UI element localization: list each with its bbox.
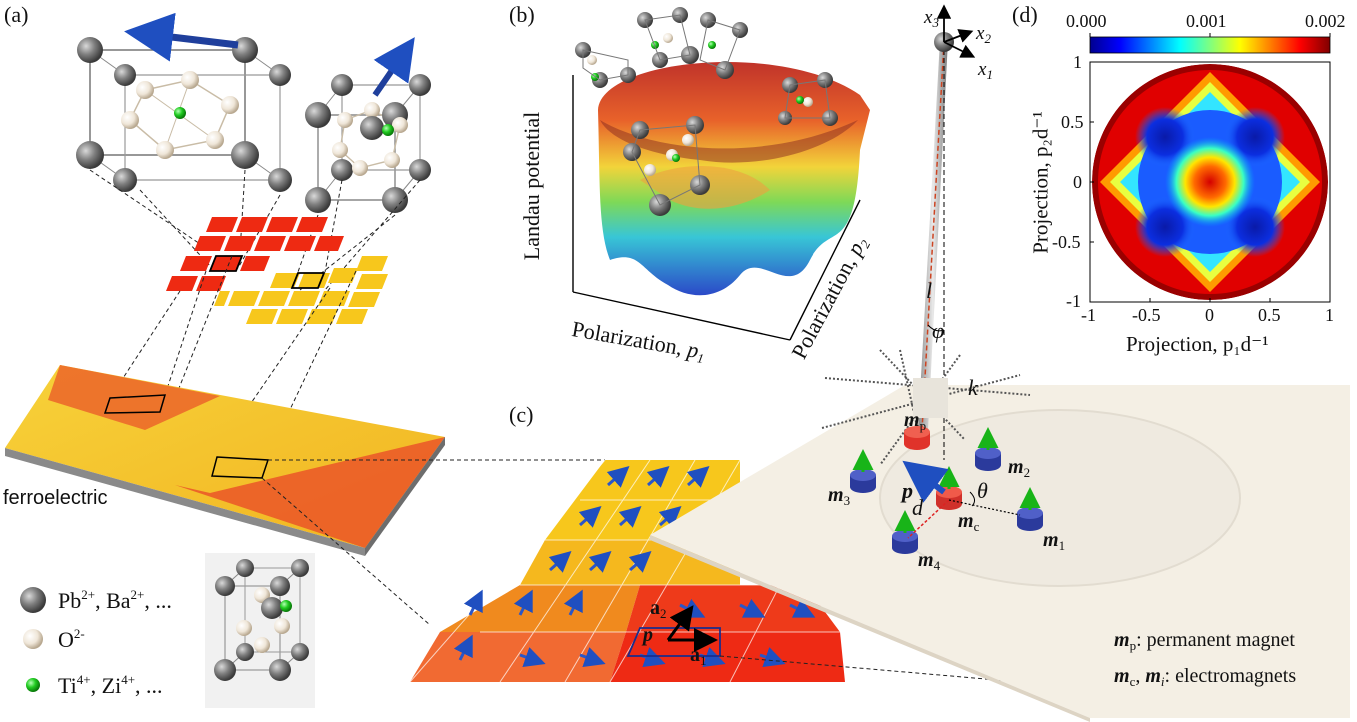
ferroelectric-slab xyxy=(5,365,445,556)
label-lattice-p: p xyxy=(643,624,653,646)
landau-surface-cells xyxy=(575,7,838,216)
label-m4: m4 xyxy=(918,549,941,573)
colorbar-tick-2: 0.002 xyxy=(1305,11,1346,31)
heatmap-xlabel: Projection, p₁d⁻¹ xyxy=(1126,332,1269,356)
legend-ball-o xyxy=(23,629,43,649)
panel-label-a: (a) xyxy=(4,2,29,27)
landau-ylabel: Landau potential xyxy=(519,111,544,261)
y-tick-3: -0.5 xyxy=(1052,232,1081,252)
legend-o: O2- xyxy=(58,626,85,652)
axis-x3: x3 xyxy=(924,7,939,30)
field-arrows xyxy=(852,427,1041,533)
ferroelectric-label: ferroelectric xyxy=(3,487,108,509)
domain-grid-yellow xyxy=(214,256,388,324)
domain-cell-highlight-yellow xyxy=(290,272,326,289)
label-mp: mp xyxy=(904,409,927,433)
panel-label-c: (c) xyxy=(509,402,534,427)
panel-label-d: (d) xyxy=(1012,2,1038,27)
heatmap-ylabel: Projection, p₂d⁻¹ xyxy=(1028,111,1053,254)
y-tick-0: 1 xyxy=(1073,52,1082,72)
coordinate-axes xyxy=(936,4,976,58)
caption-electromagnets: mc, mi: electromagnets xyxy=(1114,665,1297,689)
label-l: l xyxy=(926,278,933,303)
unit-cell-left xyxy=(76,37,292,192)
legend-pb: Pb2+, Ba2+, ... xyxy=(58,587,172,613)
y-tick-1: 0.5 xyxy=(1061,112,1084,132)
colorbar-tick-0: 0.000 xyxy=(1066,11,1107,31)
label-theta: θ xyxy=(977,478,988,503)
colorbar-tick-1: 0.001 xyxy=(1186,11,1227,31)
caption-permanent-magnet: mp: permanent magnet xyxy=(1114,629,1295,653)
heatmap-disk xyxy=(1092,64,1328,300)
label-k: k xyxy=(968,375,978,400)
label-phi: φ xyxy=(932,318,945,343)
axis-x1: x1 xyxy=(978,59,993,82)
label-a1: a1 xyxy=(690,644,707,668)
polarization-vector-p xyxy=(902,460,949,503)
colorbar xyxy=(1089,36,1331,54)
legend-ti: Ti4+, Zi4+, ... xyxy=(58,672,163,698)
domain-cell-highlight-red xyxy=(208,255,244,272)
x-tick-0: -1 xyxy=(1081,305,1096,325)
x-tick-4: 1 xyxy=(1325,305,1334,325)
label-p: p xyxy=(902,478,913,503)
label-m3: m3 xyxy=(828,484,851,508)
vector-a2 xyxy=(666,605,694,641)
panel-label-b: (b) xyxy=(509,2,535,27)
y-tick-4: -1 xyxy=(1066,291,1081,311)
label-a2: a2 xyxy=(650,597,667,621)
x-tick-3: 0.5 xyxy=(1258,305,1281,325)
projection-lines-to-lattice xyxy=(261,459,605,626)
polarization-arrow-left xyxy=(124,12,239,62)
x-tick-1: -0.5 xyxy=(1132,305,1161,325)
polarization-arrow-right xyxy=(372,37,415,97)
y-tick-2: 0 xyxy=(1073,172,1082,192)
electromagnets xyxy=(850,426,1043,554)
legend-ball-pb xyxy=(20,587,46,613)
theta-arc xyxy=(969,491,976,507)
label-m1: m1 xyxy=(1043,529,1066,553)
legend-ball-ti xyxy=(26,678,40,692)
heatmap-axis-ticks xyxy=(1089,61,1331,303)
unit-cell-legend xyxy=(205,553,315,708)
label-mc: mc xyxy=(958,510,980,534)
unit-cell-right xyxy=(305,74,431,213)
label-m2: m2 xyxy=(1008,456,1031,480)
pivot-block xyxy=(913,378,948,418)
label-d: d xyxy=(912,495,923,520)
distance-d xyxy=(907,499,950,539)
x-tick-2: 0 xyxy=(1205,305,1214,325)
theta-reference xyxy=(948,499,1021,516)
axis-x2: x2 xyxy=(976,23,991,46)
colorbar-ticks xyxy=(1089,33,1331,37)
platform xyxy=(650,385,1350,722)
